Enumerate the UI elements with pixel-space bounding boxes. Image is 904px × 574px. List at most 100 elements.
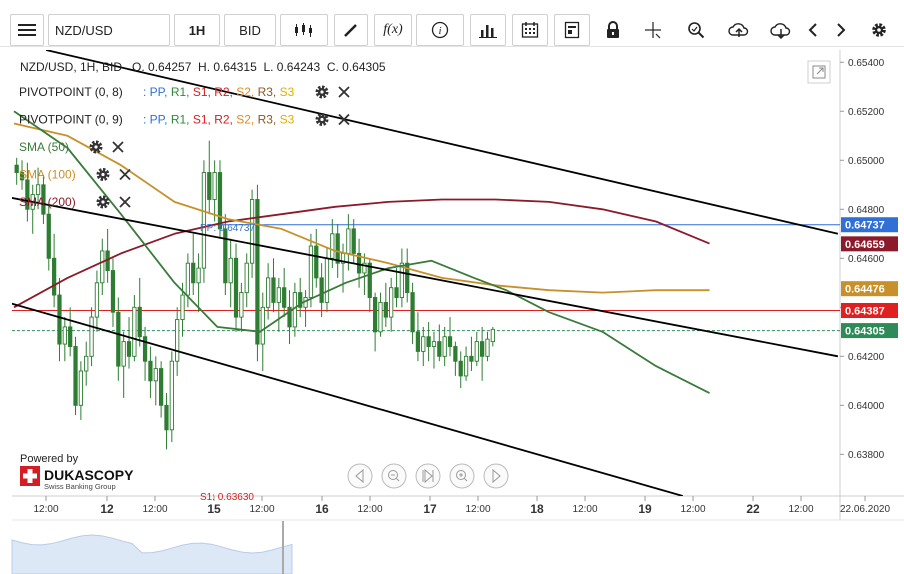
pivot-level-r2: R2, bbox=[214, 85, 236, 99]
gear-icon[interactable] bbox=[89, 140, 103, 154]
indicators-button[interactable]: f(x) bbox=[374, 14, 412, 46]
gear-icon[interactable] bbox=[96, 168, 110, 181]
price-label-text: 0.64659 bbox=[845, 239, 885, 251]
candle-body bbox=[276, 287, 281, 303]
candle bbox=[25, 162, 30, 222]
price-label-text: 0.64387 bbox=[845, 305, 885, 317]
nav-forward-button[interactable] bbox=[483, 463, 509, 489]
crosshair-icon bbox=[645, 22, 661, 39]
x-tick-label: 18 bbox=[530, 502, 544, 516]
close-icon[interactable] bbox=[338, 86, 350, 98]
candle-body bbox=[447, 336, 453, 347]
candle-body bbox=[373, 297, 378, 333]
price-side-select[interactable]: BID bbox=[224, 14, 276, 46]
close-cross bbox=[119, 168, 131, 181]
upload-button[interactable] bbox=[720, 14, 758, 46]
close-cross bbox=[338, 86, 350, 98]
template-button[interactable] bbox=[554, 14, 590, 46]
candle-body bbox=[25, 179, 30, 210]
candle-body bbox=[175, 319, 180, 362]
symbol-label: NZD/USD bbox=[55, 22, 113, 38]
info-button[interactable]: i bbox=[416, 14, 464, 46]
nav-zoom-out-button[interactable] bbox=[381, 463, 407, 489]
nav-back-button[interactable] bbox=[347, 463, 373, 489]
timeframe-select[interactable]: 1H bbox=[174, 14, 220, 46]
candle-body bbox=[431, 341, 437, 347]
close-icon[interactable] bbox=[338, 113, 350, 126]
chart-type-button[interactable] bbox=[280, 14, 328, 46]
info-icon: i bbox=[431, 21, 449, 39]
candle-body bbox=[239, 292, 244, 318]
candle bbox=[362, 253, 367, 296]
candle bbox=[233, 243, 239, 332]
candle bbox=[314, 228, 319, 288]
calendar-button[interactable] bbox=[512, 14, 548, 46]
gear-icon[interactable] bbox=[315, 113, 329, 126]
x-tick-label: 12:00 bbox=[33, 504, 58, 515]
candle-body bbox=[266, 277, 271, 308]
gear-icon bbox=[872, 23, 886, 37]
price-label-box bbox=[841, 236, 898, 252]
candle-body bbox=[351, 228, 356, 254]
lock-button[interactable] bbox=[596, 14, 630, 46]
candle-body bbox=[346, 228, 351, 254]
gear-icon[interactable] bbox=[96, 195, 110, 209]
crosshair-button[interactable] bbox=[636, 14, 670, 46]
candle bbox=[244, 253, 249, 308]
candle-body bbox=[335, 233, 340, 264]
candle bbox=[121, 331, 126, 398]
sma200-line bbox=[13, 198, 710, 309]
navigator-strip[interactable] bbox=[11, 521, 840, 574]
zoom-button[interactable] bbox=[678, 14, 714, 46]
candle-body bbox=[324, 257, 330, 303]
x-tick-label: 12:00 bbox=[680, 504, 705, 515]
candle-body bbox=[196, 267, 201, 284]
symbol-select[interactable]: NZD/USD bbox=[48, 14, 170, 46]
close-icon[interactable] bbox=[119, 196, 131, 208]
candle-body bbox=[57, 294, 62, 345]
volume-button[interactable] bbox=[470, 14, 506, 46]
candle-body bbox=[367, 262, 372, 298]
expand-button[interactable] bbox=[807, 60, 831, 84]
settings-button[interactable] bbox=[864, 14, 894, 46]
price-label-box bbox=[841, 302, 898, 318]
gear-teeth bbox=[315, 85, 329, 99]
scroll-left-button[interactable] bbox=[800, 14, 826, 46]
candle-body bbox=[308, 245, 314, 298]
close-icon[interactable] bbox=[112, 141, 124, 153]
candle-body bbox=[41, 184, 46, 215]
pivot-level-r3: R3, bbox=[258, 113, 280, 127]
pivot-level-r3: R3, bbox=[258, 85, 280, 99]
candle-body bbox=[217, 172, 223, 230]
powered-by-text: Powered by bbox=[20, 453, 79, 465]
indicator-name: PIVOTPOINT (0, 8) bbox=[19, 85, 123, 99]
y-tick-label: 0.64000 bbox=[848, 401, 885, 412]
pivot-level-pp: PP, bbox=[150, 85, 171, 99]
scroll-right-button[interactable] bbox=[828, 14, 854, 46]
candle bbox=[373, 292, 378, 352]
candle bbox=[62, 317, 67, 362]
gear-icon[interactable] bbox=[315, 85, 329, 99]
candle bbox=[330, 219, 335, 269]
nav-zoom-in-button[interactable] bbox=[449, 463, 475, 489]
candle-body bbox=[485, 338, 490, 357]
menu-button[interactable] bbox=[10, 14, 44, 46]
price-label-box bbox=[841, 323, 898, 339]
candle-body bbox=[14, 164, 19, 173]
pivot-level-s1: S1, bbox=[193, 85, 214, 99]
candle-body bbox=[228, 257, 233, 284]
draw-tool-button[interactable] bbox=[334, 14, 368, 46]
candle bbox=[474, 331, 479, 367]
candle-body bbox=[255, 199, 260, 345]
nav-reset-button[interactable] bbox=[415, 463, 441, 489]
candle-body bbox=[421, 336, 426, 352]
close-icon[interactable] bbox=[119, 168, 131, 181]
candle-body bbox=[201, 172, 207, 269]
candle bbox=[405, 248, 410, 303]
download-button[interactable] bbox=[762, 14, 800, 46]
candle-body bbox=[223, 228, 228, 284]
x-tick-label: 12:00 bbox=[572, 504, 597, 515]
close-cross bbox=[119, 196, 131, 208]
pivot-level-r2: R2, bbox=[214, 113, 236, 127]
